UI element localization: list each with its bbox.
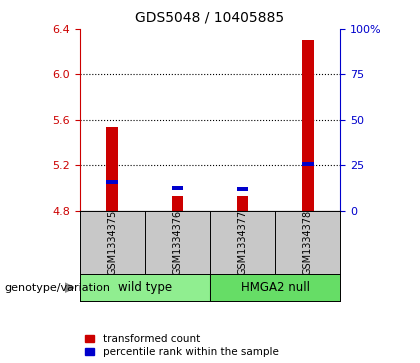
Bar (237, 187, 248, 191)
Text: GDS5048 / 10405885: GDS5048 / 10405885 (135, 11, 285, 25)
Bar (302, 40, 313, 211)
Text: GSM1334377: GSM1334377 (238, 210, 247, 275)
Bar (302, 162, 313, 166)
Text: GSM1334376: GSM1334376 (173, 210, 182, 275)
Bar (172, 185, 183, 190)
Bar (107, 127, 118, 211)
Bar (107, 180, 118, 184)
Bar (172, 196, 183, 211)
Legend: transformed count, percentile rank within the sample: transformed count, percentile rank withi… (85, 334, 278, 357)
Bar (237, 196, 248, 211)
Text: wild type: wild type (118, 281, 172, 294)
Text: GSM1334378: GSM1334378 (303, 210, 312, 275)
Text: HMGA2 null: HMGA2 null (241, 281, 310, 294)
Polygon shape (65, 283, 74, 292)
Text: genotype/variation: genotype/variation (4, 283, 110, 293)
Text: GSM1334375: GSM1334375 (108, 210, 117, 275)
